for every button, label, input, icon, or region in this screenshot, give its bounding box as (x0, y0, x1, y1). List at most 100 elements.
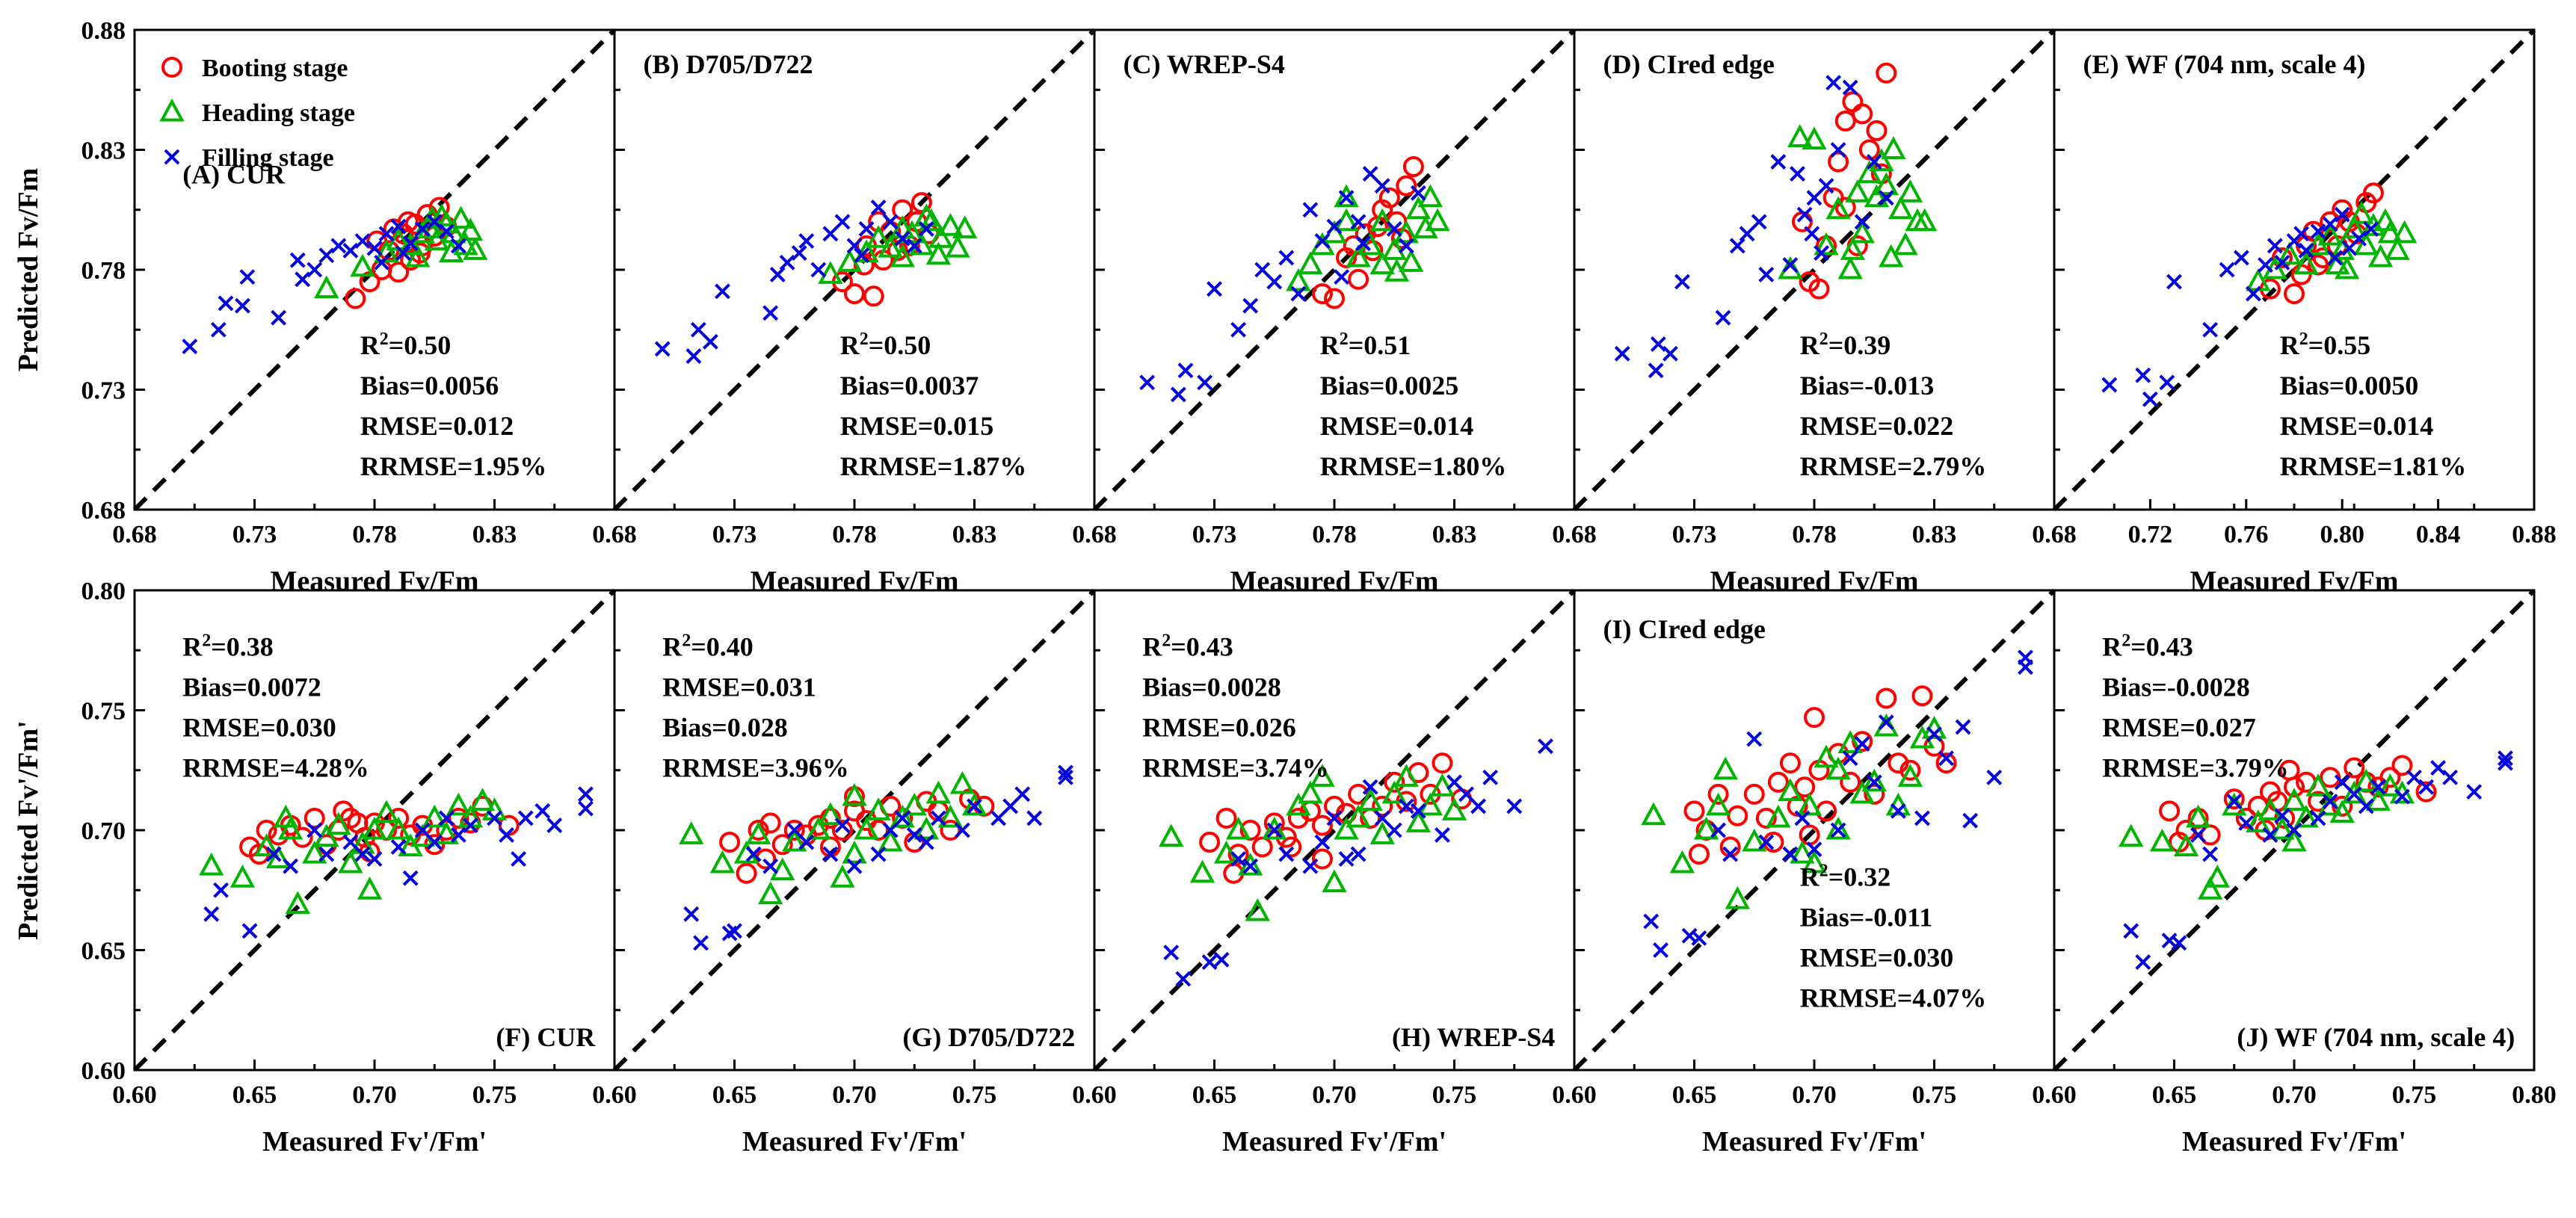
data-point-filling (1242, 297, 1259, 314)
data-point-heading (1893, 232, 1918, 256)
data-point-filling (210, 321, 227, 338)
data-point-filling (1782, 257, 1799, 273)
data-point-filling (906, 238, 922, 254)
data-point-filling (1691, 930, 1707, 946)
x-tick-label: 0.60 (112, 1081, 157, 1109)
stat-line: Bias=0.0072 (182, 672, 321, 702)
data-point-filling (1470, 798, 1487, 814)
data-point-filling (2334, 206, 2350, 223)
data-point-booting (1866, 120, 1888, 141)
data-point-filling (1866, 154, 1882, 170)
data-point-booting (863, 285, 884, 307)
data-point-heading (1825, 756, 1851, 780)
data-point-heading (1369, 251, 1395, 275)
data-point-heading (457, 217, 484, 241)
stat-line: RMSE=0.030 (1800, 943, 1954, 973)
data-point-filling (2394, 788, 2410, 805)
data-point-heading (285, 891, 310, 915)
data-point-filling (2430, 760, 2447, 776)
data-point-booting (2362, 182, 2384, 204)
data-point-filling (2298, 242, 2314, 259)
data-point-filling (2498, 750, 2513, 767)
data-point-filling (870, 200, 887, 215)
x-tick-label: 0.80 (2320, 521, 2364, 548)
x-tick-label: 0.73 (1672, 521, 1717, 548)
data-point-filling (2135, 367, 2151, 383)
data-point-heading (1881, 136, 1906, 159)
panel-label: (A) CUR (182, 159, 286, 189)
data-point-filling (1207, 281, 1222, 297)
data-point-filling (1026, 810, 1043, 826)
data-point-filling (1955, 719, 1971, 735)
data-point-heading (2119, 823, 2144, 847)
data-point-filling (534, 803, 551, 819)
data-point-heading (1778, 778, 1803, 802)
data-point-booting (1794, 776, 1816, 798)
data-point-booting (819, 807, 841, 829)
data-point-filling (798, 834, 815, 850)
data-point-booting (844, 283, 865, 305)
data-point-heading (949, 770, 976, 794)
data-point-filling (1806, 841, 1822, 858)
data-point-heading (357, 877, 383, 900)
data-point-filling (2346, 786, 2362, 803)
panel-label: (J) WF (704 nm, scale 4) (2237, 1022, 2515, 1052)
data-point-heading (2204, 865, 2230, 888)
data-point-filling (330, 238, 347, 254)
data-point-heading (1790, 840, 1815, 864)
data-point-filling (487, 810, 502, 826)
data-point-filling (918, 221, 934, 237)
data-point-filling (2219, 262, 2235, 278)
x-tick-label: 0.68 (1552, 521, 1597, 548)
data-point-heading (913, 203, 939, 226)
data-point-heading (463, 237, 488, 260)
data-point-heading (902, 792, 927, 816)
data-point-filling (1266, 273, 1283, 290)
data-point-heading (1897, 764, 1923, 787)
data-point-heading (806, 816, 831, 840)
y-axis-label: Predicted Fv/Fm (13, 168, 44, 372)
data-point-filling (1650, 336, 1666, 352)
data-point-booting (2223, 788, 2245, 810)
legend-entry: Heading stage (159, 98, 355, 127)
stat-line: RMSE=0.014 (2280, 411, 2434, 441)
data-point-heading (1849, 220, 1875, 244)
data-point-heading (2185, 804, 2211, 828)
data-point-filling (1482, 769, 1499, 785)
data-point-heading (1837, 256, 1863, 279)
stat-line: RRMSE=1.80% (1320, 451, 1507, 481)
x-tick-label: 0.60 (2032, 1081, 2077, 1109)
x-tick-label: 0.76 (2224, 521, 2269, 548)
x-axis-label: Measured Fv'/Fm' (1702, 1126, 1926, 1157)
data-point-filling (1058, 764, 1073, 781)
x-tick-label: 0.75 (2392, 1081, 2437, 1109)
x-tick-label: 0.75 (472, 1081, 517, 1109)
data-point-filling (1266, 822, 1283, 838)
data-point-heading (2197, 877, 2223, 900)
data-point-heading (2353, 232, 2379, 256)
legend-label: Filling stage (202, 144, 334, 172)
panel-label: (I) CIred edge (1603, 614, 1766, 644)
data-point-booting (1779, 752, 1801, 774)
one-to-one-line (1572, 588, 2056, 1072)
data-point-heading (770, 857, 795, 881)
data-point-heading (2173, 833, 2199, 856)
data-point-heading (818, 261, 843, 284)
x-tick-label: 0.65 (2152, 1081, 2197, 1109)
data-point-heading (1857, 160, 1882, 184)
data-point-booting (2344, 757, 2365, 779)
stat-line: Bias=-0.011 (1800, 903, 1933, 933)
data-point-heading (350, 253, 375, 277)
x-tick-label: 0.68 (1072, 521, 1117, 548)
stat-line: R2=0.32 (1800, 862, 1891, 892)
one-to-one-line (1092, 588, 1577, 1072)
data-point-filling (2334, 774, 2350, 791)
data-point-filling (1278, 250, 1295, 266)
data-point-filling (366, 851, 383, 867)
data-point-filling (1230, 851, 1247, 867)
data-point-filling (1230, 321, 1247, 338)
data-point-filling (918, 834, 934, 850)
data-point-heading (1429, 773, 1455, 797)
data-point-filling (854, 247, 870, 264)
data-point-filling (1830, 142, 1846, 158)
